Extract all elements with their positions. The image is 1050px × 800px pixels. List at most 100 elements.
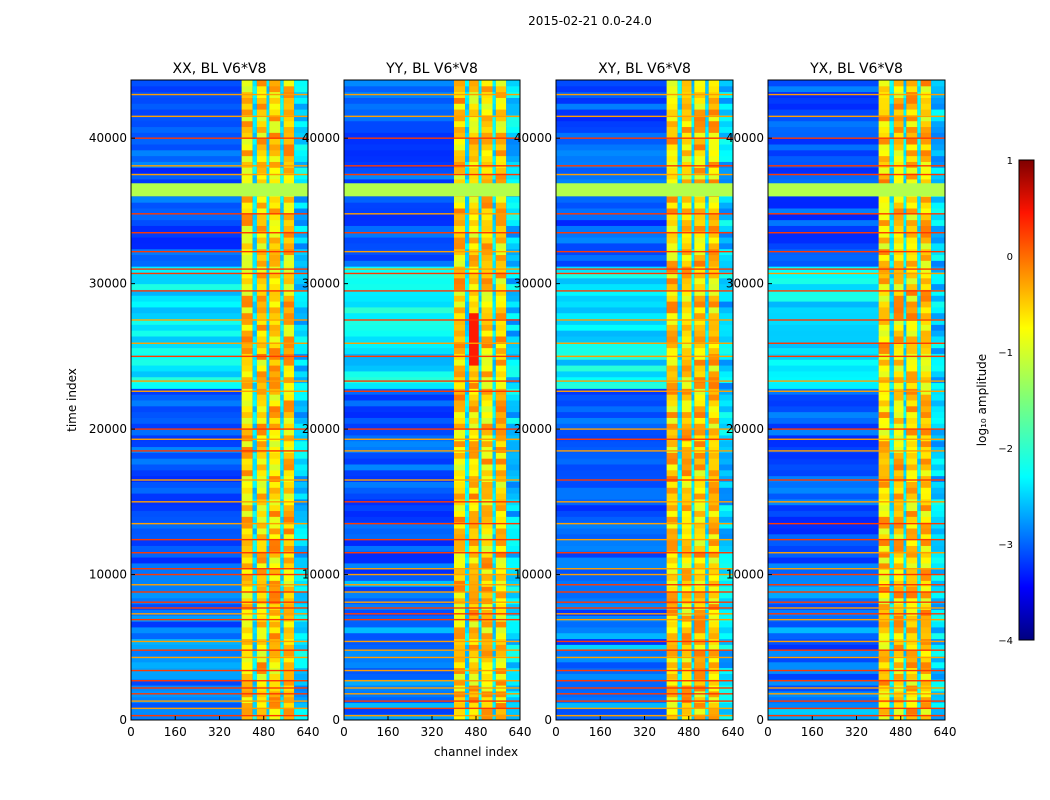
- heatmap-cell: [469, 440, 479, 448]
- heatmap-cell: [917, 446, 921, 453]
- heatmap-cell: [903, 103, 907, 110]
- heatmap-cell: [495, 493, 507, 500]
- heatmap-cell: [903, 312, 907, 320]
- heatmap-cell: [495, 551, 507, 558]
- heatmap-cell: [266, 405, 270, 413]
- heatmap-cell: [269, 702, 281, 709]
- heatmap-cell: [266, 592, 270, 599]
- heatmap-cell: [677, 615, 682, 622]
- rfi-line: [131, 522, 308, 525]
- heatmap-cell: [481, 696, 493, 704]
- heatmap-cell: [252, 254, 257, 261]
- heatmap-cell: [481, 365, 493, 372]
- heatmap-cell: [920, 394, 932, 401]
- heatmap-cell: [506, 242, 520, 250]
- heatmap-cell: [903, 603, 907, 610]
- heatmap-cell: [495, 528, 507, 535]
- x-ticks-yy: 0 160 320 480 640: [340, 716, 531, 739]
- heatmap-cell: [454, 458, 465, 465]
- heatmap-cell: [917, 260, 921, 267]
- heatmap-cell: [677, 609, 682, 616]
- heatmap-cell: [269, 603, 281, 610]
- heatmap-cell: [252, 528, 257, 535]
- heatmap-cell: [344, 481, 454, 488]
- heatmap-cell: [903, 254, 907, 261]
- heatmap-cell: [920, 306, 932, 314]
- rfi-line: [768, 607, 945, 609]
- heatmap-cell: [465, 644, 470, 651]
- heatmap-cell: [917, 626, 921, 634]
- heatmap-cell: [920, 673, 932, 680]
- heatmap-cell: [478, 487, 482, 494]
- heatmap-cell: [691, 568, 695, 576]
- heatmap-cell: [694, 487, 706, 494]
- heatmap-cell: [556, 469, 667, 477]
- heatmap-cell: [768, 528, 879, 535]
- heatmap-cell: [280, 434, 284, 442]
- heatmap-cell: [903, 440, 907, 448]
- heatmap-cell: [252, 475, 257, 482]
- heatmap-cell: [878, 237, 890, 244]
- heatmap-cell: [931, 347, 945, 354]
- heatmap-cell: [708, 481, 720, 488]
- heatmap-cell: [495, 574, 507, 581]
- heatmap-cell: [269, 277, 281, 285]
- heatmap-cell: [677, 336, 682, 343]
- heatmap-cell: [556, 196, 667, 203]
- heatmap-cell: [492, 237, 496, 244]
- heatmap-cell: [677, 568, 682, 576]
- heatmap-cell: [708, 289, 720, 296]
- heatmap-cell: [492, 167, 496, 174]
- heatmap-cell: [478, 714, 482, 720]
- heatmap-cell: [506, 522, 520, 529]
- heatmap-cell: [878, 202, 890, 209]
- heatmap-cell: [556, 161, 667, 168]
- x-ticks-xy: 0 160 320 480 640: [552, 716, 744, 739]
- heatmap-cell: [280, 254, 284, 261]
- heatmap-cell: [889, 714, 894, 720]
- heatmap-cell: [294, 289, 308, 296]
- heatmap-cell: [719, 650, 733, 657]
- heatmap-cell: [294, 219, 308, 226]
- heatmap-cell: [719, 173, 733, 180]
- rfi-line: [344, 573, 520, 576]
- heatmap-cell: [903, 400, 907, 407]
- heatmap-cell: [492, 522, 496, 529]
- rfi-line: [556, 137, 733, 139]
- heatmap-cell: [931, 370, 945, 378]
- heatmap-cell: [252, 516, 257, 523]
- heatmap-cell: [294, 714, 308, 720]
- heatmap-cell: [454, 464, 465, 471]
- heatmap-cell: [694, 626, 706, 634]
- heatmap-cell: [920, 213, 932, 221]
- heatmap-cell: [681, 167, 692, 174]
- heatmap-cell: [492, 609, 496, 616]
- heatmap-cell: [705, 586, 709, 593]
- heatmap-cell: [719, 85, 733, 93]
- heatmap-cell: [920, 621, 932, 628]
- heatmap-cell: [903, 539, 907, 546]
- panel-title-xy: XY, BL V6*V8: [598, 61, 691, 77]
- heatmap-cell: [666, 545, 678, 552]
- heatmap-cell: [917, 464, 921, 471]
- heatmap-cell: [269, 632, 281, 640]
- heatmap-cell: [241, 452, 253, 459]
- heatmap-cell: [506, 458, 520, 465]
- heatmap-cell: [691, 219, 695, 226]
- heatmap-cell: [252, 522, 257, 529]
- heatmap-cell: [681, 295, 692, 302]
- heatmap-cell: [294, 562, 308, 570]
- heatmap-cell: [283, 510, 295, 517]
- heatmap-cell: [719, 365, 733, 372]
- heatmap-cell: [131, 545, 242, 552]
- heatmap-cell: [492, 708, 496, 715]
- heatmap-cell: [131, 144, 242, 151]
- heatmap-cell: [920, 615, 932, 622]
- heatmap-cell: [719, 359, 733, 366]
- heatmap-cell: [691, 504, 695, 512]
- heatmap-cell: [131, 167, 242, 174]
- heatmap-cell: [556, 167, 667, 174]
- heatmap-cell: [454, 405, 465, 413]
- heatmap-cell: [344, 283, 454, 290]
- heatmap-cell: [252, 446, 257, 453]
